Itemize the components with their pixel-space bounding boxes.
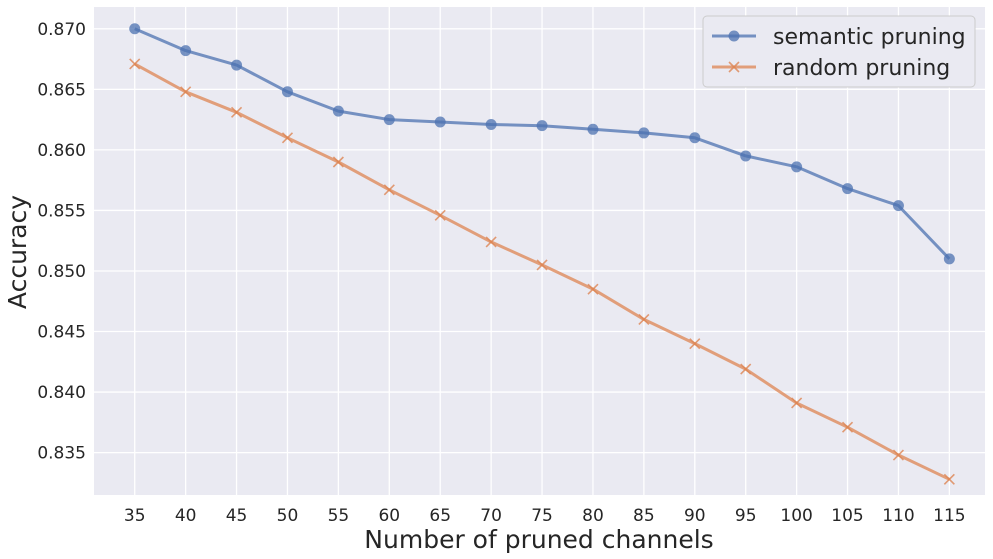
data-point-random [892, 449, 905, 461]
data-point-random [536, 259, 548, 271]
plot-background [94, 7, 985, 495]
legend: semantic pruning random pruning [702, 15, 976, 88]
x-tick-label: 85 [633, 506, 655, 526]
data-point-random [689, 338, 701, 350]
x-tick-label: 70 [480, 506, 502, 526]
data-point-semantic [842, 183, 854, 195]
x-tick-label: 60 [378, 506, 400, 526]
y-tick-label: 0.870 [37, 20, 86, 40]
x-tick-label: 105 [831, 506, 863, 526]
x-axis-title: Number of pruned channels [364, 525, 713, 554]
y-axis-title: Accuracy [3, 195, 32, 309]
data-point-random [587, 283, 599, 295]
data-point-semantic [180, 45, 192, 57]
data-point-semantic [281, 86, 293, 98]
data-point-random [638, 313, 650, 325]
data-point-semantic [332, 105, 344, 117]
data-point-random [791, 397, 803, 409]
data-point-semantic [383, 114, 395, 126]
y-tick-label: 0.855 [37, 201, 86, 221]
grid [94, 7, 985, 495]
data-point-semantic [485, 118, 497, 130]
y-tick-label: 0.835 [37, 444, 86, 464]
data-point-semantic [536, 120, 548, 132]
x-tick-label: 90 [684, 506, 706, 526]
data-point-random [230, 106, 243, 118]
legend-marker-semantic [728, 30, 740, 42]
x-tick-label: 50 [277, 506, 299, 526]
y-tick-label: 0.850 [37, 262, 86, 282]
x-tick-label: 55 [328, 506, 350, 526]
y-tick-labels: 0.835 0.840 0.845 0.850 0.855 0.860 0.865 0.870 [37, 20, 86, 464]
data-point-semantic [943, 253, 955, 265]
x-tick-label: 80 [582, 506, 604, 526]
data-point-random [383, 184, 395, 196]
series-group [129, 23, 955, 485]
data-point-random [281, 132, 294, 144]
y-tick-label: 0.840 [37, 383, 86, 403]
data-point-semantic [231, 59, 243, 71]
data-point-random [434, 209, 446, 221]
x-tick-label: 95 [735, 506, 757, 526]
x-tick-label: 35 [124, 506, 146, 526]
data-point-semantic [892, 200, 904, 212]
y-tick-label: 0.865 [37, 80, 86, 100]
data-point-semantic [434, 116, 446, 128]
x-tick-label: 45 [226, 506, 248, 526]
data-point-random [129, 58, 141, 70]
legend-label-random: random pruning [773, 56, 950, 81]
data-point-random [180, 86, 192, 98]
x-tick-label: 115 [933, 506, 965, 526]
data-point-random [485, 236, 497, 248]
data-point-semantic [740, 150, 752, 162]
x-tick-label: 40 [175, 506, 197, 526]
data-point-semantic [129, 23, 141, 35]
x-tick-label: 110 [882, 506, 914, 526]
data-point-semantic [791, 161, 803, 173]
data-point-random [332, 156, 344, 168]
data-point-semantic [638, 127, 650, 139]
data-point-random [943, 473, 955, 485]
data-point-random [740, 363, 752, 375]
legend-label-semantic: semantic pruning [773, 25, 966, 50]
data-point-semantic [689, 132, 701, 144]
legend-box [702, 15, 976, 88]
y-tick-label: 0.860 [37, 141, 86, 161]
data-point-random [841, 421, 854, 433]
x-tick-label: 100 [780, 506, 812, 526]
data-point-semantic [587, 123, 599, 135]
x-tick-label: 75 [531, 506, 553, 526]
x-tick-labels: 35 40 45 50 55 60 65 70 75 80 85 90 95 100 105 110 115 [124, 506, 966, 526]
legend-marker-random [728, 61, 740, 73]
x-tick-label: 65 [429, 506, 451, 526]
y-tick-label: 0.845 [37, 323, 86, 343]
